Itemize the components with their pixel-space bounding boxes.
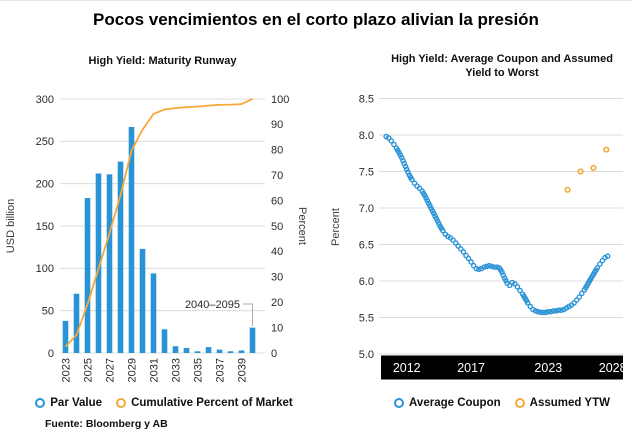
par-value-marker-icon — [35, 398, 46, 408]
maturity-runway-chart: 0 50 100 150 200 250 300 0 10 20 30 40 50 60 70 80 90 100… — [5, 94, 308, 383]
svg-text:2033: 2033 — [171, 358, 183, 382]
svg-text:6.5: 6.5 — [359, 239, 374, 251]
svg-text:90: 90 — [271, 119, 283, 131]
svg-text:60: 60 — [271, 195, 283, 207]
right-chart-title-line1: High Yield: Average Coupon and Assumed — [391, 53, 613, 65]
svg-text:6.0: 6.0 — [359, 276, 374, 288]
average-coupon-points — [383, 133, 611, 316]
svg-text:2031: 2031 — [149, 358, 161, 382]
svg-text:50: 50 — [271, 221, 283, 233]
svg-text:2040–2095: 2040–2095 — [185, 299, 240, 311]
svg-text:2027: 2027 — [105, 358, 117, 382]
svg-text:2017: 2017 — [457, 361, 485, 375]
svg-text:5.5: 5.5 — [359, 312, 374, 324]
svg-text:70: 70 — [271, 170, 283, 182]
svg-text:100: 100 — [271, 94, 289, 106]
svg-text:2023: 2023 — [61, 358, 73, 382]
page-title: Pocos vencimientos en el corto plazo ali… — [93, 10, 539, 29]
legend-label-assumed-ytw: Assumed YTW — [529, 397, 610, 409]
legend-item-par-value: Par Value — [35, 397, 102, 409]
svg-text:50: 50 — [42, 305, 54, 317]
svg-text:80: 80 — [271, 145, 283, 157]
svg-text:200: 200 — [36, 178, 54, 190]
annotation-2040-2095: 2040–2095 — [185, 299, 253, 327]
svg-text:2023: 2023 — [534, 361, 562, 375]
svg-text:2012: 2012 — [393, 361, 421, 375]
svg-text:100: 100 — [36, 263, 54, 275]
svg-text:2039: 2039 — [237, 358, 249, 382]
cumulative-percent-line — [64, 98, 253, 348]
legend-item-average-coupon: Average Coupon — [394, 397, 501, 409]
svg-text:2025: 2025 — [83, 358, 95, 382]
svg-text:2029: 2029 — [127, 358, 139, 382]
par-value-bars — [62, 126, 256, 353]
x-axis-band: 2012 2017 2023 2028 — [381, 355, 627, 380]
source-note: Fuente: Bloomberg y AB — [45, 418, 168, 430]
svg-text:2035: 2035 — [193, 358, 205, 382]
svg-text:5.0: 5.0 — [359, 349, 374, 361]
legend-item-cumulative-percent: Cumulative Percent of Market — [116, 397, 293, 409]
legend-label-average-coupon: Average Coupon — [409, 397, 501, 409]
svg-text:USD billion: USD billion — [5, 199, 17, 253]
svg-text:Percent: Percent — [296, 207, 308, 245]
svg-text:8.5: 8.5 — [359, 93, 374, 105]
svg-text:0: 0 — [48, 348, 54, 360]
legend-item-assumed-ytw: Assumed YTW — [514, 397, 610, 409]
assumed-ytw-marker-icon — [514, 398, 525, 408]
svg-text:8.0: 8.0 — [359, 130, 374, 142]
right-chart-legend: Average Coupon Assumed YTW — [381, 397, 623, 409]
svg-text:7.5: 7.5 — [359, 166, 374, 178]
svg-text:2028: 2028 — [599, 361, 627, 375]
left-chart-legend: Par Value Cumulative Percent of Market — [35, 397, 293, 409]
assumed-ytw-points — [564, 146, 610, 193]
svg-text:20: 20 — [271, 297, 283, 309]
left-chart-title: High Yield: Maturity Runway — [88, 55, 237, 67]
svg-text:Percent: Percent — [330, 208, 342, 246]
legend-label-cumulative-percent: Cumulative Percent of Market — [131, 397, 293, 409]
coupon-ytw-chart: 5.0 5.5 6.0 6.5 7.0 7.5 8.0 8.5 2012 2017 2023 2028… — [330, 93, 627, 380]
svg-text:300: 300 — [36, 94, 54, 106]
average-coupon-marker-icon — [394, 398, 405, 408]
svg-text:250: 250 — [36, 136, 54, 148]
svg-text:2037: 2037 — [215, 358, 227, 382]
legend-label-par-value: Par Value — [50, 397, 103, 409]
svg-text:0: 0 — [271, 348, 277, 360]
svg-text:10: 10 — [271, 322, 283, 334]
right-chart-title-line2: Yield to Worst — [465, 67, 539, 80]
svg-text:40: 40 — [271, 246, 283, 258]
svg-text:150: 150 — [36, 221, 54, 233]
cumulative-percent-marker-icon — [116, 398, 127, 408]
svg-text:30: 30 — [271, 272, 283, 284]
svg-text:7.0: 7.0 — [359, 203, 374, 215]
right-chart-title: High Yield: Average Coupon and Assumed Y… — [371, 52, 632, 80]
